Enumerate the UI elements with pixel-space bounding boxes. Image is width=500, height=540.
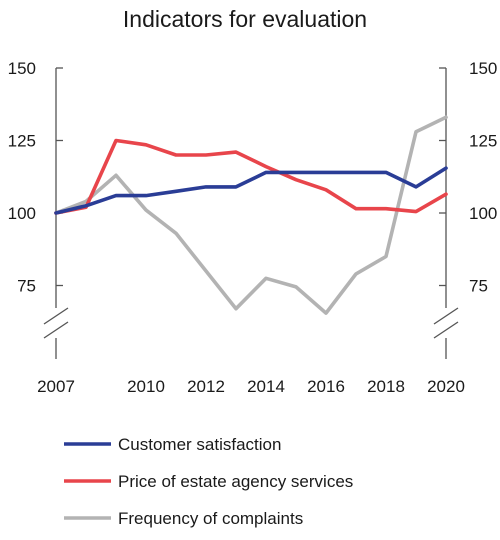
x-tick-label: 2014	[247, 377, 285, 396]
y-tick-label-right: 150	[469, 59, 497, 78]
legend-label: Customer satisfaction	[118, 435, 281, 454]
x-tick-label: 2018	[367, 377, 405, 396]
y-tick-label-left: 125	[8, 132, 36, 151]
series-line-2	[54, 115, 448, 315]
series-lines	[54, 115, 448, 315]
axis-break-left	[43, 307, 69, 339]
x-ticks: 2007 2010 2012 2014 2016 2018 2020	[37, 377, 465, 396]
legend-label: Price of estate agency services	[118, 472, 353, 491]
legend: Customer satisfaction Price of estate age…	[64, 435, 353, 528]
x-tick-label: 2016	[307, 377, 345, 396]
axis-break-right	[433, 307, 459, 339]
y-ticks-right: 150 125 100 75	[439, 59, 497, 296]
series-line-0	[54, 166, 448, 215]
y-tick-label-right: 100	[469, 204, 497, 223]
chart-title: Indicators for evaluation	[123, 6, 367, 32]
x-tick-label: 2007	[37, 377, 75, 396]
y-tick-label-left: 150	[8, 59, 36, 78]
legend-label: Frequency of complaints	[118, 509, 303, 528]
x-tick-label: 2012	[187, 377, 225, 396]
x-tick-label: 2010	[127, 377, 165, 396]
series-line-1	[54, 138, 448, 215]
y-tick-label-right: 75	[469, 277, 488, 296]
y-ticks-left: 150 125 100 75	[8, 59, 63, 296]
y-tick-label-right: 125	[469, 132, 497, 151]
x-tick-label: 2020	[427, 377, 465, 396]
y-tick-label-left: 100	[8, 204, 36, 223]
y-tick-label-left: 75	[17, 277, 36, 296]
